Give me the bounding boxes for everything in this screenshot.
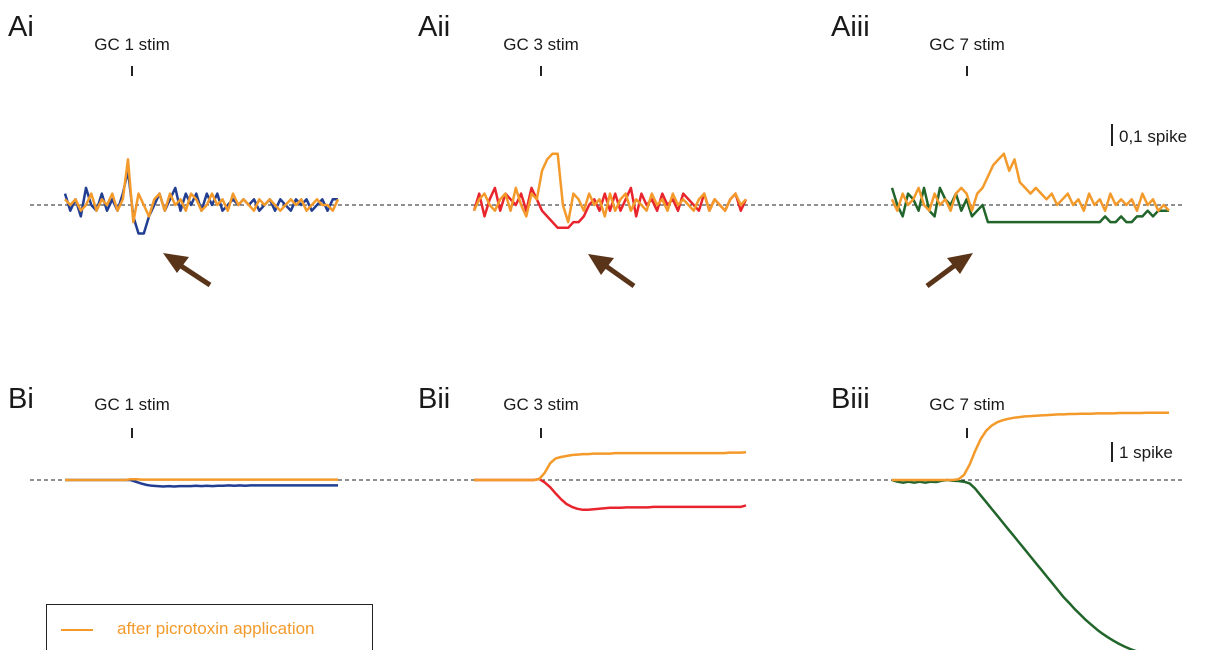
stim-label-ai: GC 1 stim <box>94 35 170 54</box>
trace-bii-control <box>474 477 747 512</box>
arrow-aii <box>588 254 636 289</box>
arrows <box>163 253 973 289</box>
legend-swatch <box>61 629 93 631</box>
arrow-ai-head <box>163 253 189 273</box>
trace-layer <box>63 152 1170 650</box>
panel-label-aii: Aii <box>418 11 450 43</box>
stim-label-bi: GC 1 stim <box>94 395 170 414</box>
arrow-aiii-shaft <box>925 260 960 289</box>
panel-label-bii: Bii <box>418 383 450 415</box>
stim-label-aiii: GC 7 stim <box>929 35 1005 54</box>
arrow-aii-shaft <box>601 261 636 289</box>
stim-labels: GC 1 stim GC 3 stim GC 7 stim GC 1 stim … <box>94 35 1005 414</box>
panel-labels: Ai Aii Aiii Bi Bii Biii <box>8 11 870 415</box>
arrow-aiii <box>925 253 973 289</box>
trace-biii-picrotoxin <box>892 411 1169 482</box>
panel-label-ai: Ai <box>8 11 34 43</box>
panel-label-biii: Biii <box>831 383 870 415</box>
legend: after picrotoxin application <box>46 604 373 650</box>
scale-label-row-a: 0,1 spike <box>1119 127 1187 146</box>
stim-label-aii: GC 3 stim <box>503 35 579 54</box>
legend-label: after picrotoxin application <box>117 619 315 638</box>
stim-ticks <box>131 66 968 438</box>
trace-aiii-control <box>890 186 1169 224</box>
arrow-ai-shaft <box>176 261 212 288</box>
arrow-ai <box>163 253 212 288</box>
baseline-lines <box>30 204 1185 481</box>
panel-label-bi: Bi <box>8 383 34 415</box>
scale-bars: 0,1 spike 1 spike <box>1111 124 1187 462</box>
stim-label-bii: GC 3 stim <box>503 395 579 414</box>
arrow-aii-head <box>588 254 614 275</box>
trace-bii-picrotoxin <box>474 450 747 482</box>
trace-bi-picrotoxin <box>65 478 338 482</box>
trace-aiii-picrotoxin <box>890 152 1170 212</box>
scale-label-row-b: 1 spike <box>1119 443 1173 462</box>
panel-label-aiii: Aiii <box>831 11 870 43</box>
stim-label-biii: GC 7 stim <box>929 395 1005 414</box>
trace-aii-picrotoxin <box>472 152 747 224</box>
trace-biii-control <box>891 478 1137 650</box>
trace-ai-picrotoxin <box>64 158 340 224</box>
arrow-aiii-head <box>947 253 973 274</box>
